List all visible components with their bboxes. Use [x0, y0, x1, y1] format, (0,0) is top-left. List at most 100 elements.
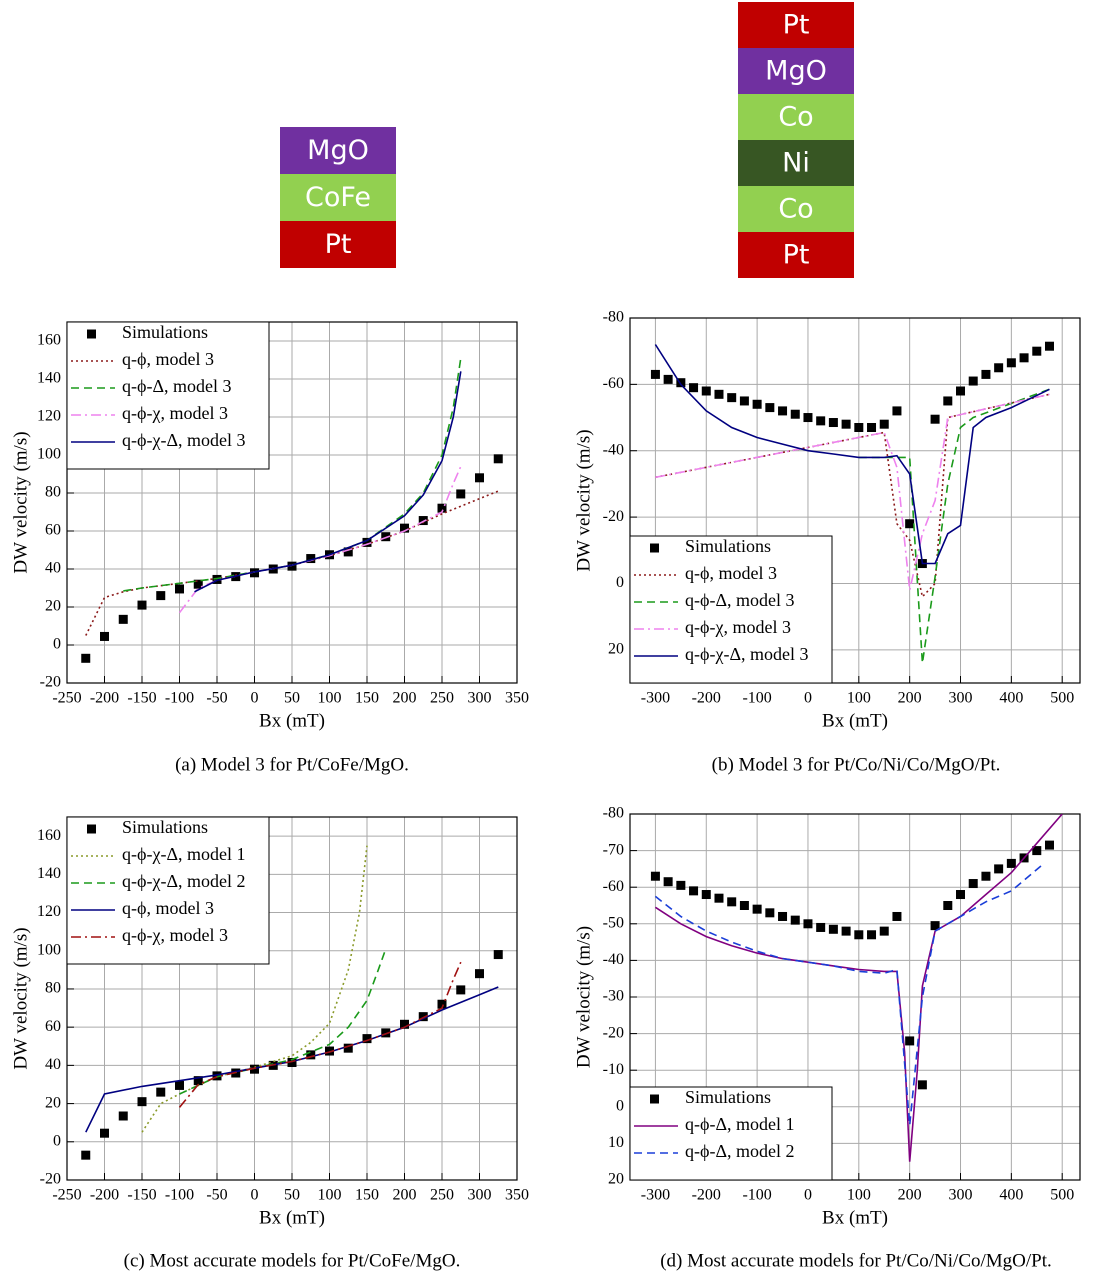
legend-label: q-ϕ-χ-Δ, model 1 [122, 844, 246, 864]
x-tick-label: 300 [949, 1187, 973, 1204]
marker [193, 1076, 203, 1086]
y-tick-label: -80 [603, 805, 624, 822]
y-tick-label: 60 [45, 1018, 61, 1035]
x-tick-label: -200 [692, 690, 721, 707]
marker [752, 399, 762, 409]
legend-label: q-ϕ-χ, model 3 [685, 617, 791, 637]
legend-label: q-ϕ-χ-Δ, model 3 [122, 430, 246, 450]
marker [981, 871, 991, 881]
y-tick-label: 0 [53, 1132, 61, 1149]
marker [854, 423, 864, 432]
legend-label: q-ϕ-Δ, model 3 [122, 376, 232, 396]
y-tick-label: 20 [608, 1171, 624, 1188]
marker [250, 568, 259, 578]
marker [362, 537, 372, 547]
marker [994, 363, 1004, 373]
plot-frame [66, 816, 518, 1181]
plot-area [81, 357, 503, 663]
x-tick-label: -250 [52, 1187, 81, 1204]
marker [739, 901, 749, 910]
x-tick-label: -200 [90, 690, 119, 707]
marker [381, 1028, 391, 1038]
marker [156, 591, 166, 601]
x-tick-label: 250 [430, 1187, 454, 1204]
marker [1006, 858, 1016, 868]
x-tick-label: -150 [127, 1187, 156, 1204]
y-tick-label: -20 [40, 674, 61, 691]
y-tick-label: 160 [37, 332, 61, 349]
x-tick-label: 200 [393, 1187, 417, 1204]
marker [212, 574, 222, 584]
x-axis-label: Bx (mT) [822, 710, 888, 731]
marker [1019, 353, 1029, 363]
marker [118, 1111, 128, 1121]
marker [956, 386, 966, 396]
x-tick-label: 200 [898, 1187, 922, 1204]
marker [778, 406, 788, 416]
x-tick-label: 0 [251, 1187, 259, 1204]
y-tick-label: -80 [603, 309, 624, 326]
marker [400, 1019, 409, 1029]
marker [306, 554, 316, 564]
y-axis-label: DW velocity (m/s) [10, 431, 31, 573]
legend-label: q-ϕ-χ-Δ, model 3 [685, 644, 809, 664]
y-tick-label: -30 [603, 988, 624, 1005]
marker [676, 378, 686, 388]
marker [306, 1050, 316, 1060]
marker [437, 503, 447, 513]
y-tick-label: 20 [608, 640, 624, 657]
x-tick-label: -100 [742, 1187, 771, 1204]
y-tick-label: -40 [603, 951, 624, 968]
caption: (a) Model 3 for Pt/CoFe/MgO. [175, 754, 409, 775]
y-tick-label: 10 [608, 1134, 624, 1151]
legend-label: q-ϕ, model 3 [685, 563, 777, 583]
x-tick-label: 0 [804, 690, 812, 707]
marker [100, 631, 109, 641]
marker [325, 1046, 334, 1056]
chart: -250 -200 -150 -100 -50 0 50 100 150 200 250 300 350… [10, 321, 529, 775]
marker [816, 416, 826, 426]
marker [739, 396, 749, 406]
series-line [178, 961, 462, 1108]
layer [280, 174, 396, 221]
series-line [141, 845, 368, 1133]
marker [175, 584, 184, 594]
marker [879, 926, 889, 936]
chart: -250 -200 -150 -100 -50 0 50 100 150 200 250 300 350… [10, 816, 529, 1271]
y-tick-label: 100 [37, 941, 61, 958]
y-tick-label: 160 [37, 827, 61, 844]
legend-label: q-ϕ-χ, model 3 [122, 925, 228, 945]
caption: (c) Most accurate models for Pt/CoFe/MgO… [124, 1250, 461, 1271]
marker [879, 419, 889, 429]
marker [456, 489, 466, 499]
marker [362, 1034, 372, 1044]
y-tick-label: 120 [37, 408, 61, 425]
marker [968, 879, 978, 889]
marker [803, 413, 813, 423]
marker [287, 561, 297, 571]
x-tick-label: 350 [505, 1187, 529, 1204]
chart: -300 -200 -100 0 100 200 300 400 500-80-70-60-50… [573, 805, 1081, 1271]
chart: -300 -200 -100 0 100 200 300 400 500-80-60-40-20… [573, 309, 1081, 775]
caption: (b) Model 3 for Pt/Co/Ni/Co/MgO/Pt. [712, 754, 1001, 775]
caption: (d) Most accurate models for Pt/Co/Ni/Co… [660, 1250, 1052, 1271]
legend-marker [650, 1094, 659, 1104]
plot-area [650, 341, 1054, 664]
marker [663, 374, 673, 384]
y-tick-label: 140 [37, 865, 61, 882]
x-tick-label: 100 [847, 1187, 871, 1204]
marker [701, 890, 711, 900]
x-tick-label: 200 [393, 690, 417, 707]
x-tick-label: -300 [641, 1187, 670, 1204]
marker [892, 911, 902, 921]
x-tick-label: 300 [468, 1187, 492, 1204]
layer [738, 94, 854, 140]
layer-label: Ni [782, 148, 810, 179]
marker [727, 393, 737, 403]
x-tick-label: -50 [206, 1187, 227, 1204]
marker [867, 423, 877, 432]
layer-label: Pt [783, 240, 810, 271]
marker [905, 1036, 915, 1046]
x-tick-label: 50 [284, 690, 300, 707]
